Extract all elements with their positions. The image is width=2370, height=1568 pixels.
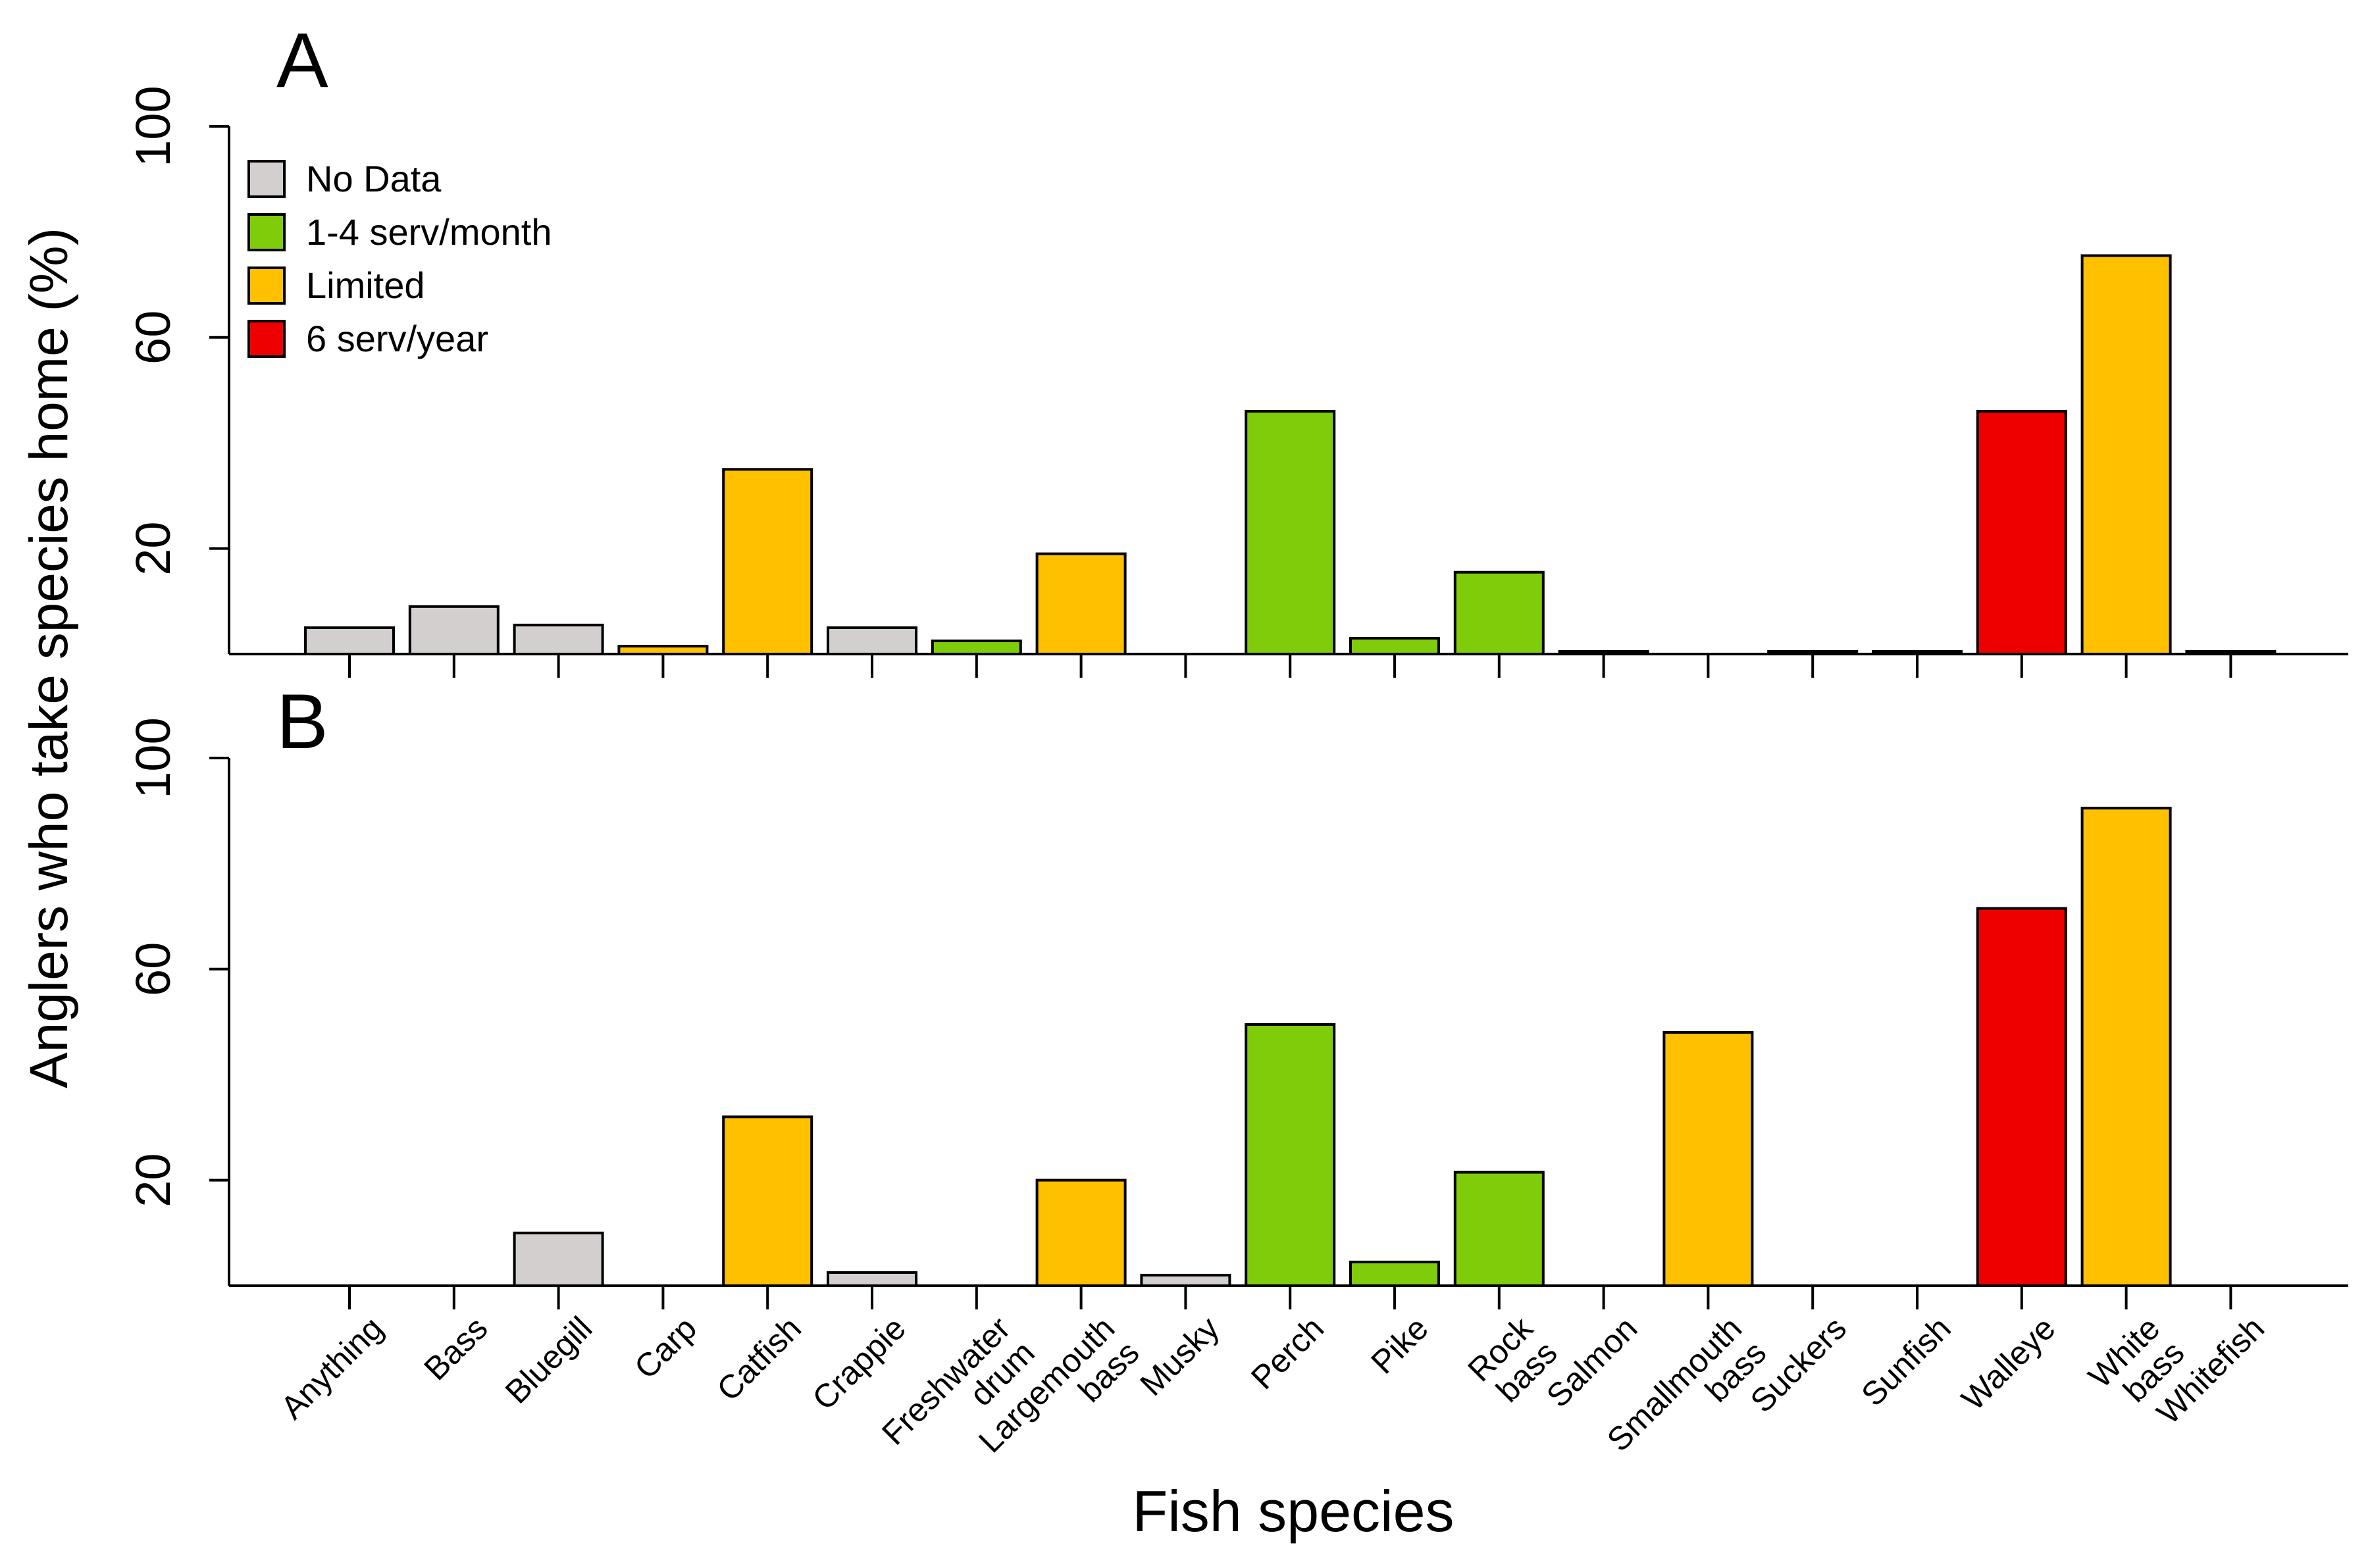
bar-b-largemouth-bass — [1035, 1178, 1127, 1287]
x-tick-label: Pike — [1364, 1309, 1435, 1380]
x-tick-label-line: Sunfish — [1854, 1309, 1958, 1413]
bar-b-walleye — [1976, 907, 2067, 1287]
bar-a-bluegill — [513, 623, 604, 656]
y-tick-label: 20 — [126, 1153, 180, 1207]
legend-swatch — [247, 320, 286, 358]
y-tick-label: 60 — [126, 942, 180, 996]
x-tick-label-line: Crappie — [805, 1309, 912, 1417]
x-tick-label: Bluegill — [498, 1309, 600, 1411]
bar-a-whitefish — [2185, 649, 2277, 655]
y-axis-label: Anglers who take species home (%) — [19, 228, 79, 1088]
bar-b-smallmouth-bass — [1662, 1031, 1754, 1288]
panel-b: B 20 60 100 — [126, 678, 2348, 1309]
bar-a-rock-bass — [1453, 570, 1545, 655]
x-axis-label: Fish species — [1132, 1479, 1454, 1544]
x-tick-label-line: Catfish — [709, 1309, 808, 1408]
x-tick-label: Catfish — [709, 1309, 808, 1408]
bar-a-perch — [1245, 410, 1336, 656]
bar-a-largemouth-bass — [1035, 552, 1127, 655]
bar-a-catfish — [722, 468, 813, 655]
bar-a-sunfish — [1872, 649, 1963, 655]
bar-a-white-bass — [2080, 254, 2172, 655]
x-tick-label: Perch — [1244, 1309, 1331, 1396]
bar-b-white-bass — [2080, 807, 2172, 1287]
x-tick-label-line: Walleye — [1955, 1309, 2063, 1417]
x-tick-label-line: Bluegill — [498, 1309, 600, 1411]
bar-b-musky — [1140, 1273, 1231, 1287]
legend-swatch — [247, 160, 286, 198]
x-tick-label: Carp — [627, 1309, 704, 1386]
category-labels: Anything Bass Bluegill Carp CatfishCrappieFr… — [274, 1309, 2272, 1460]
x-tick-label-line: Carp — [627, 1309, 704, 1386]
bar-a-salmon — [1558, 649, 1649, 655]
bar-b-rock-bass — [1453, 1171, 1545, 1287]
x-tick-label-line: Pike — [1364, 1309, 1435, 1380]
x-tick-label: Anything — [274, 1309, 390, 1426]
panel-letter: B — [276, 678, 328, 765]
x-tick-label: Walleye — [1955, 1309, 2063, 1417]
legend: No Data 1-4 serv/month Limited 6 serv/year — [247, 158, 552, 359]
bar-a-suckers — [1767, 649, 1859, 655]
bar-a-pike — [1349, 636, 1440, 656]
x-tick-label-line: Bass — [417, 1309, 494, 1387]
legend-label: Limited — [306, 265, 425, 306]
x-tick-label-line: Musky — [1133, 1309, 1226, 1403]
bar-a-freshwater-drum — [931, 639, 1022, 656]
y-tick-label: 60 — [126, 311, 180, 365]
bar-b-bluegill — [513, 1231, 604, 1288]
panel-a: A 20 60 100 — [126, 17, 2348, 678]
x-tick-label: Crappie — [805, 1309, 912, 1417]
legend-label: No Data — [306, 158, 442, 199]
bar-a-bass — [408, 605, 500, 656]
bar-a-carp — [617, 644, 709, 655]
y-tick-label: 100 — [126, 717, 180, 798]
legend-label: 6 serv/year — [306, 318, 488, 359]
bar-b-catfish — [722, 1115, 813, 1287]
legend-label: 1-4 serv/month — [306, 211, 552, 253]
x-tick-label-line: Anything — [274, 1309, 390, 1426]
x-tick-label: Sunfish — [1854, 1309, 1958, 1413]
bar-b-pike — [1349, 1260, 1440, 1288]
legend-swatch — [247, 213, 286, 251]
bar-b-crappie — [827, 1271, 917, 1287]
bar-a-crappie — [827, 626, 917, 656]
bar-b-perch — [1245, 1023, 1336, 1287]
panel-letter: A — [276, 17, 328, 104]
bar-a-walleye — [1976, 410, 2067, 656]
y-tick-label: 20 — [126, 521, 180, 575]
legend-swatch — [247, 266, 286, 305]
bar-a-anything — [304, 626, 395, 656]
x-tick-label: Musky — [1133, 1309, 1226, 1403]
x-tick-label-line: Perch — [1244, 1309, 1331, 1396]
y-tick-label: 100 — [126, 86, 180, 166]
x-tick-label: Bass — [417, 1309, 494, 1387]
